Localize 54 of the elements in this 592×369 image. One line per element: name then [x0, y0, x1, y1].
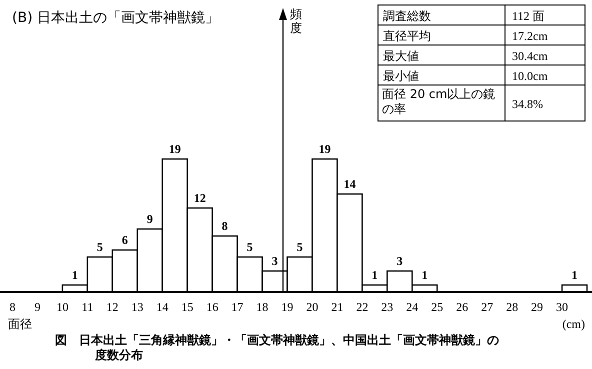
x-tick-label: 20 — [306, 300, 318, 314]
x-axis-title: (cm) — [562, 317, 585, 331]
x-tick-label: 13 — [131, 300, 144, 314]
text: 面径 — [8, 317, 32, 331]
x-tick-label: 26 — [456, 300, 468, 314]
x-tick-label: 14 — [156, 300, 168, 314]
x-tick-label: 17 — [231, 300, 244, 314]
x-tick-label: 22 — [356, 300, 368, 314]
x-tick-label: 23 — [381, 300, 394, 314]
text: 頻度 — [290, 7, 302, 35]
text: 17.2cm — [512, 29, 548, 43]
data-label: 8 — [222, 219, 228, 233]
data-label: 1 — [572, 268, 578, 282]
x-tick-label: 27 — [481, 300, 494, 314]
data-label: 5 — [246, 240, 253, 254]
text: 112 面 — [512, 9, 545, 23]
x-tick-label: 30 — [556, 300, 568, 314]
x-tick-label: 10 — [56, 300, 68, 314]
x-tick-label: 15 — [181, 300, 194, 314]
data-label: 3 — [272, 254, 278, 268]
x-tick-label: 25 — [431, 300, 444, 314]
x-tick-label: 18 — [256, 300, 268, 314]
x-tick-label: 28 — [506, 300, 518, 314]
data-label: 12 — [194, 191, 206, 205]
text: 最大値 — [383, 49, 419, 63]
x-tick-label: 21 — [331, 300, 344, 314]
x-tick-label: 19 — [281, 300, 294, 314]
data-label: 1 — [72, 268, 78, 282]
text: 面径 20 cm以上の鏡の率 — [382, 87, 496, 117]
x-tick-label: 9 — [34, 300, 40, 314]
text: 図 日本出土「三角縁神獣鏡」・「画文帯神獣鏡」、中国出土「画文帯神獣鏡」の度数分布 — [55, 333, 500, 363]
x-tick-label: 12 — [106, 300, 118, 314]
data-label: 5 — [96, 240, 103, 254]
data-label: 9 — [146, 212, 153, 226]
data-label: 3 — [396, 254, 403, 268]
text: 30.4cm — [512, 49, 548, 63]
data-label: 19 — [168, 142, 181, 156]
text: 最小値 — [383, 69, 419, 83]
x-tick-label: 11 — [82, 300, 94, 314]
data-label: 1 — [372, 268, 378, 282]
x-tick-label: 16 — [206, 300, 218, 314]
text: 直径平均 — [383, 29, 431, 43]
text: 10.0cm — [512, 69, 548, 83]
data-label: 19 — [318, 142, 331, 156]
text: 34.8% — [512, 97, 543, 111]
data-label: 5 — [296, 240, 303, 254]
x-tick-label: 29 — [531, 300, 544, 314]
chart-title: (B) 日本出土の「画文帯神獣鏡」 — [12, 10, 219, 26]
x-tick-label: 24 — [406, 300, 418, 314]
data-label: 1 — [422, 268, 428, 282]
x-tick-label: 8 — [9, 300, 16, 314]
data-label: 6 — [122, 233, 128, 247]
text: 調査総数 — [383, 9, 431, 23]
data-label: 14 — [344, 177, 356, 191]
